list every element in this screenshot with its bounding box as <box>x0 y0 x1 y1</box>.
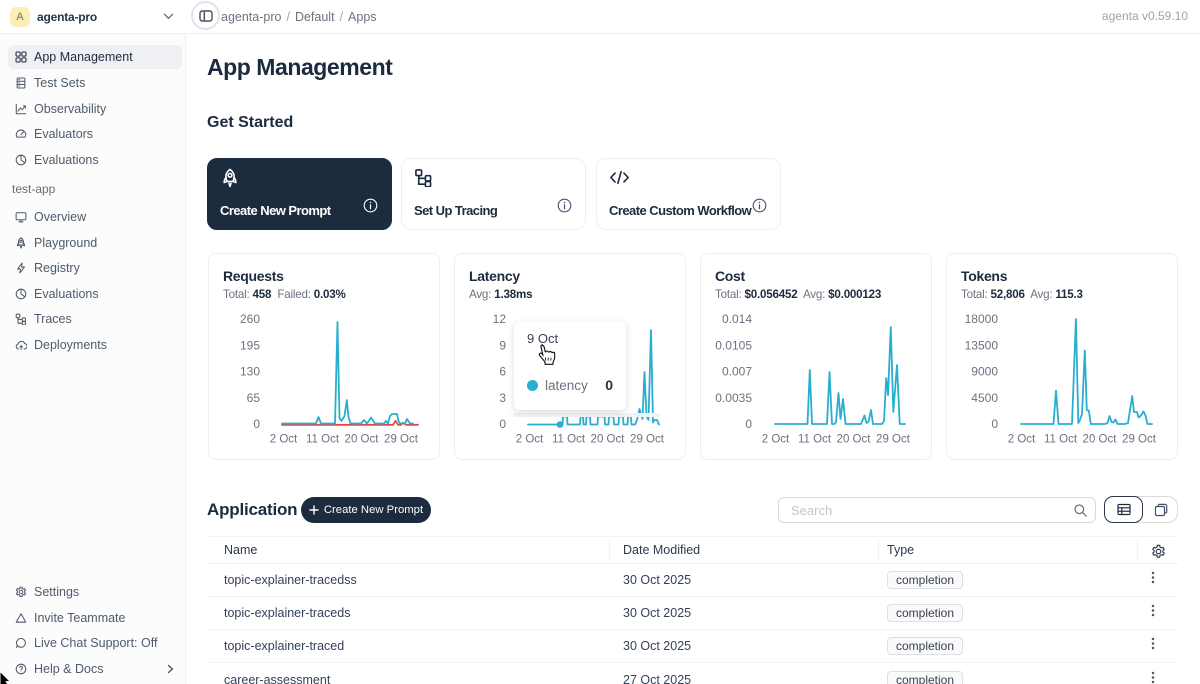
svg-text:0: 0 <box>253 417 260 431</box>
svg-text:3: 3 <box>499 391 506 405</box>
svg-text:2 Oct: 2 Oct <box>762 434 790 446</box>
svg-text:65: 65 <box>247 391 261 405</box>
svg-text:29 Oct: 29 Oct <box>876 434 911 446</box>
svg-text:0: 0 <box>499 417 506 431</box>
svg-text:2 Oct: 2 Oct <box>516 434 544 446</box>
svg-text:4500: 4500 <box>971 391 998 405</box>
svg-text:0.0105: 0.0105 <box>715 338 752 352</box>
svg-text:130: 130 <box>240 365 260 379</box>
svg-text:0: 0 <box>745 417 752 431</box>
svg-text:6: 6 <box>499 365 506 379</box>
svg-text:2 Oct: 2 Oct <box>270 434 298 446</box>
svg-text:0: 0 <box>991 417 998 431</box>
svg-text:0.007: 0.007 <box>722 365 752 379</box>
svg-text:20 Oct: 20 Oct <box>345 434 380 446</box>
svg-text:20 Oct: 20 Oct <box>837 434 872 446</box>
svg-text:11 Oct: 11 Oct <box>552 434 586 446</box>
svg-text:195: 195 <box>240 338 260 352</box>
svg-text:9000: 9000 <box>971 365 998 379</box>
svg-text:260: 260 <box>240 312 260 326</box>
svg-text:29 Oct: 29 Oct <box>1122 434 1157 446</box>
svg-text:11 Oct: 11 Oct <box>1044 434 1078 446</box>
svg-text:13500: 13500 <box>965 338 999 352</box>
svg-text:20 Oct: 20 Oct <box>1083 434 1118 446</box>
svg-text:11 Oct: 11 Oct <box>306 434 340 446</box>
svg-text:11 Oct: 11 Oct <box>798 434 832 446</box>
svg-text:18000: 18000 <box>965 312 999 326</box>
svg-text:29 Oct: 29 Oct <box>630 434 665 446</box>
svg-text:0.014: 0.014 <box>722 312 752 326</box>
svg-text:0.0035: 0.0035 <box>715 391 752 405</box>
svg-text:12: 12 <box>493 312 507 326</box>
svg-text:29 Oct: 29 Oct <box>384 434 419 446</box>
svg-text:20 Oct: 20 Oct <box>591 434 626 446</box>
svg-text:9: 9 <box>499 338 506 352</box>
svg-text:2 Oct: 2 Oct <box>1008 434 1036 446</box>
